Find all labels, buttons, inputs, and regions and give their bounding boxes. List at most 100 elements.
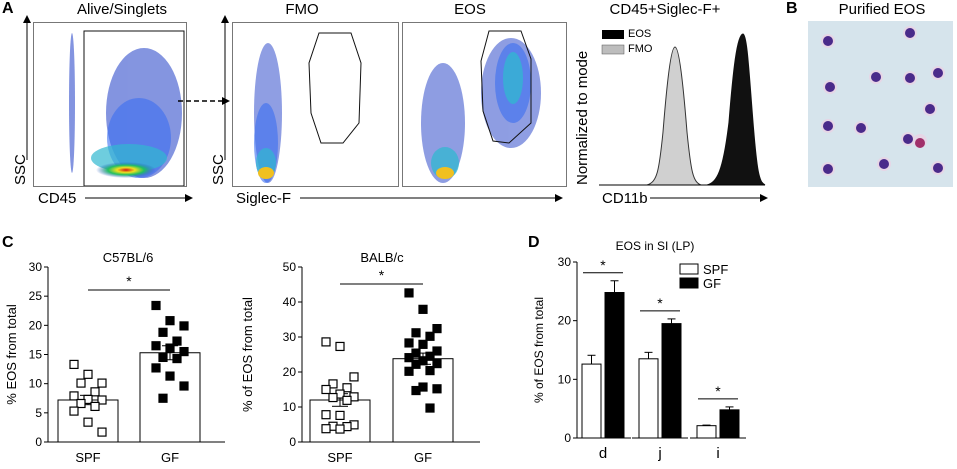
facs-density-1 <box>69 30 185 186</box>
bar-spf-j <box>638 358 659 439</box>
y-tick-label: 20 <box>29 318 43 332</box>
bar-gf-d <box>604 292 625 439</box>
x-tick-label: GF <box>414 450 432 465</box>
data-point-gf <box>425 366 435 376</box>
y-tick-label: 30 <box>29 260 43 274</box>
data-point-gf <box>151 363 161 373</box>
y-axis-label: % of EOS from total <box>240 297 255 412</box>
data-point-spf <box>321 337 331 347</box>
data-point-spf <box>90 387 100 397</box>
plot2-title: FMO <box>285 1 319 18</box>
panel-b-label: B <box>786 0 798 17</box>
y-tick-label: 50 <box>283 260 297 274</box>
bar-gf-i <box>719 409 740 439</box>
bar-spf-i <box>696 425 717 439</box>
data-point-gf <box>158 352 168 363</box>
facs-density-2 <box>254 32 362 183</box>
data-point-spf <box>69 359 79 370</box>
data-point-spf <box>97 378 107 388</box>
significance-star: * <box>379 267 385 283</box>
data-point-spf <box>335 424 345 434</box>
micrograph-cells <box>821 26 945 176</box>
data-point-gf <box>432 358 442 369</box>
data-point-spf <box>335 341 345 352</box>
x-tick-label: GF <box>161 450 179 465</box>
data-point-gf <box>158 393 168 403</box>
data-point-gf <box>425 403 435 413</box>
data-point-gf <box>404 288 414 298</box>
plot2-x-axis-arrow <box>300 194 563 202</box>
plot4-ylabel: Normalized to mode <box>574 50 591 185</box>
y-tick-label: 0 <box>564 431 571 445</box>
legend-swatch-spf <box>679 263 699 275</box>
data-point-gf <box>411 385 421 396</box>
data-point-spf <box>76 378 86 388</box>
gating-arrow <box>178 97 230 105</box>
data-point-gf <box>404 366 414 376</box>
y-tick-label: 15 <box>29 348 43 362</box>
chart-eos-si: EOS in SI (LP) % of EOS from total 0 10 20 30… <box>532 239 746 462</box>
data-point-gf <box>172 353 182 364</box>
data-point-spf <box>342 383 352 393</box>
facs-density-3 <box>421 30 541 183</box>
plot4-x-axis-arrow <box>650 194 768 202</box>
data-point-spf <box>69 391 79 401</box>
plot4-title: CD45+Siglec-F+ <box>609 1 721 18</box>
legend-label-gf: GF <box>703 276 721 291</box>
panel-c-label: C <box>2 234 14 251</box>
data-point-spf <box>335 410 345 420</box>
data-point-gf <box>158 327 168 337</box>
y-tick-label: 5 <box>35 406 42 420</box>
data-point-spf <box>328 392 338 403</box>
data-point-spf <box>349 372 359 382</box>
x-tick-label: d <box>599 445 607 462</box>
data-point-gf <box>432 323 442 334</box>
data-point-spf <box>69 406 79 416</box>
data-point-gf <box>165 343 175 353</box>
data-point-spf <box>97 427 107 437</box>
mean-bar-gf <box>139 352 201 443</box>
data-point-gf <box>432 346 442 356</box>
data-point-spf <box>97 395 107 405</box>
plot4-xlabel: CD11b <box>602 190 648 207</box>
data-point-gf <box>404 353 414 363</box>
x-tick-label: SPF <box>75 450 100 465</box>
y-tick-label: 0 <box>35 435 42 449</box>
purified-eos-micrograph <box>808 21 953 187</box>
data-point-spf <box>328 379 338 389</box>
plot1-title: Alive/Singlets <box>76 1 168 18</box>
chart-c57bl6: C57BL/6 % EOS from total 0 5 10 15 20 25 30 SPF GF… <box>4 250 225 465</box>
data-point-spf <box>90 401 100 412</box>
bar-gf-j <box>661 323 682 439</box>
x-tick-label: j <box>657 445 661 462</box>
y-tick-label: 10 <box>29 377 43 391</box>
data-point-gf <box>411 359 421 369</box>
data-point-gf <box>432 384 442 394</box>
data-point-gf <box>179 381 189 391</box>
significance-star: * <box>126 273 132 289</box>
significance-star: * <box>715 383 721 399</box>
hist-legend-eos: EOS <box>628 28 652 40</box>
facs-plot-eos <box>402 22 567 187</box>
data-point-gf <box>172 336 182 346</box>
y-tick-label: 30 <box>283 330 297 344</box>
data-point-gf <box>165 316 175 326</box>
chart-title: C57BL/6 <box>103 250 154 265</box>
data-point-gf <box>151 341 161 351</box>
significance-star: * <box>657 295 663 311</box>
data-point-spf <box>83 369 93 379</box>
data-point-spf <box>321 410 331 420</box>
data-point-spf <box>342 395 352 405</box>
data-point-gf <box>179 321 189 331</box>
data-point-gf <box>179 346 189 357</box>
facs-plot-alive-singlets <box>33 22 187 187</box>
data-point-gf <box>404 338 414 348</box>
plot1-y-axis-arrow <box>23 15 31 160</box>
hist-legend <box>601 30 625 55</box>
data-point-gf <box>425 331 435 341</box>
data-point-spf <box>321 384 331 395</box>
chart-title: EOS in SI (LP) <box>616 239 695 253</box>
plot3-title: EOS <box>454 1 486 18</box>
data-point-spf <box>83 417 93 427</box>
y-tick-label: 30 <box>558 255 572 269</box>
